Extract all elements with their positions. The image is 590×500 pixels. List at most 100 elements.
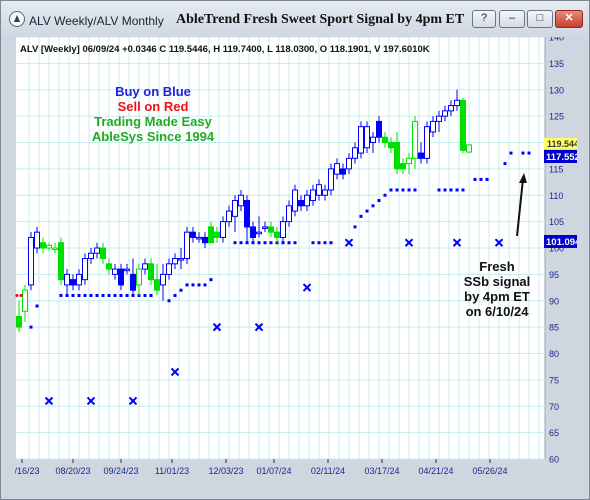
candle-body	[280, 221, 286, 238]
stop-dot	[371, 204, 375, 208]
stop-dot	[443, 188, 447, 192]
stop-dot	[263, 241, 267, 245]
close-button[interactable]: ✕	[555, 10, 583, 28]
stop-dot	[35, 304, 39, 308]
candle-body	[112, 268, 118, 275]
stop-dot	[89, 293, 93, 297]
signal-x-icon	[302, 283, 312, 292]
stop-dot	[113, 293, 117, 297]
candle-body	[28, 236, 34, 286]
stop-dot	[509, 151, 513, 155]
candle-body	[358, 126, 364, 154]
candle-body	[100, 247, 106, 260]
candle-body	[94, 247, 100, 254]
stop-dot	[389, 188, 393, 192]
stop-dot	[119, 293, 123, 297]
stop-dot	[479, 177, 483, 181]
stop-dot	[383, 193, 387, 197]
candle-body	[208, 226, 214, 244]
svg-text:117.552: 117.552	[546, 152, 577, 163]
candle-body	[154, 279, 160, 291]
x-tick-label: 11/01/23	[155, 466, 189, 476]
candle-body	[178, 258, 184, 261]
candles	[16, 89, 472, 333]
annotation-line3: by 4pm ET	[464, 289, 530, 304]
title-bar[interactable]: ALV Weekly/ALV Monthly AbleTrend Fresh S…	[1, 1, 589, 37]
stop-dot	[353, 225, 357, 229]
candle-body	[46, 244, 52, 249]
annotation-line4: on 6/10/24	[466, 304, 530, 319]
candle-body	[184, 231, 190, 260]
stop-dot	[359, 214, 363, 218]
red-signal-dot	[15, 293, 19, 297]
stop-dot	[197, 283, 201, 287]
candle-body	[88, 252, 94, 260]
candle-body	[220, 221, 226, 238]
candle-body	[256, 231, 262, 235]
candle-body	[346, 157, 352, 170]
candle-body	[226, 210, 232, 223]
x-tick-label: 12/03/23	[208, 466, 243, 476]
x-tick-label: 08/20/23	[55, 466, 90, 476]
legend-buy: Buy on Blue	[115, 84, 191, 99]
candle-body	[142, 263, 148, 270]
stop-dot	[191, 283, 195, 287]
chart-title: AbleTrend Fresh Sweet Sport Signal by 4p…	[176, 12, 465, 27]
candle-body	[304, 194, 310, 207]
stop-dot	[83, 293, 87, 297]
candle-body	[412, 120, 418, 159]
candle-body	[292, 189, 298, 212]
y-tick-label: 125	[549, 112, 564, 122]
legend-sell: Sell on Red	[118, 99, 189, 114]
candle-body	[214, 231, 220, 238]
y-tick-label: 130	[549, 85, 564, 95]
help-button[interactable]: ?	[472, 10, 496, 28]
x-tick-label: 04/21/24	[418, 466, 453, 476]
y-tick-label: 110	[549, 191, 563, 201]
candle-body	[106, 263, 112, 270]
candle-body	[76, 273, 82, 286]
candle-body	[58, 242, 64, 281]
candle-body	[298, 200, 304, 207]
candle-body	[52, 247, 58, 250]
candle-body	[70, 279, 76, 286]
annotation-line2: SSb signal	[464, 274, 530, 289]
candle-body	[190, 231, 196, 238]
price-tag-upper: 119.544	[544, 138, 579, 149]
candle-body	[250, 226, 256, 238]
chart-panel[interactable]: 6065707580859095100105110115120125130135…	[4, 33, 581, 489]
stop-dot	[143, 293, 147, 297]
stop-dot	[461, 188, 465, 192]
candle-body	[448, 105, 454, 112]
stop-dot	[437, 188, 441, 192]
minimize-button[interactable]: –	[499, 10, 525, 28]
signal-x-icon	[452, 238, 462, 247]
stop-dot	[293, 241, 297, 245]
signal-x-icon	[212, 322, 222, 332]
candle-body	[418, 152, 424, 159]
stop-dot	[203, 283, 207, 287]
candle-body	[424, 126, 430, 159]
candle-body	[124, 268, 130, 272]
stop-dot	[269, 241, 273, 245]
maximize-button[interactable]: □	[527, 10, 553, 28]
stop-dot	[239, 241, 243, 245]
red-signal-dot	[19, 293, 23, 297]
candle-body	[406, 157, 412, 165]
price-tag-low: 101.094	[544, 235, 581, 248]
candle-body	[370, 136, 376, 143]
candle-body	[40, 242, 46, 249]
candle-body	[286, 205, 292, 223]
candle-body	[376, 120, 382, 138]
stop-dot	[365, 209, 369, 213]
stop-dot	[179, 288, 183, 292]
stop-dot	[173, 293, 177, 297]
candle-body	[118, 268, 124, 286]
y-axis-labels: 6065707580859095100105110115120125130135…	[549, 33, 564, 465]
price-chart[interactable]: 6065707580859095100105110115120125130135…	[4, 33, 581, 489]
candle-body	[232, 200, 238, 217]
candle-body	[268, 226, 274, 233]
candle-body	[244, 200, 250, 228]
candle-body	[274, 231, 280, 238]
stop-dot	[185, 283, 189, 287]
